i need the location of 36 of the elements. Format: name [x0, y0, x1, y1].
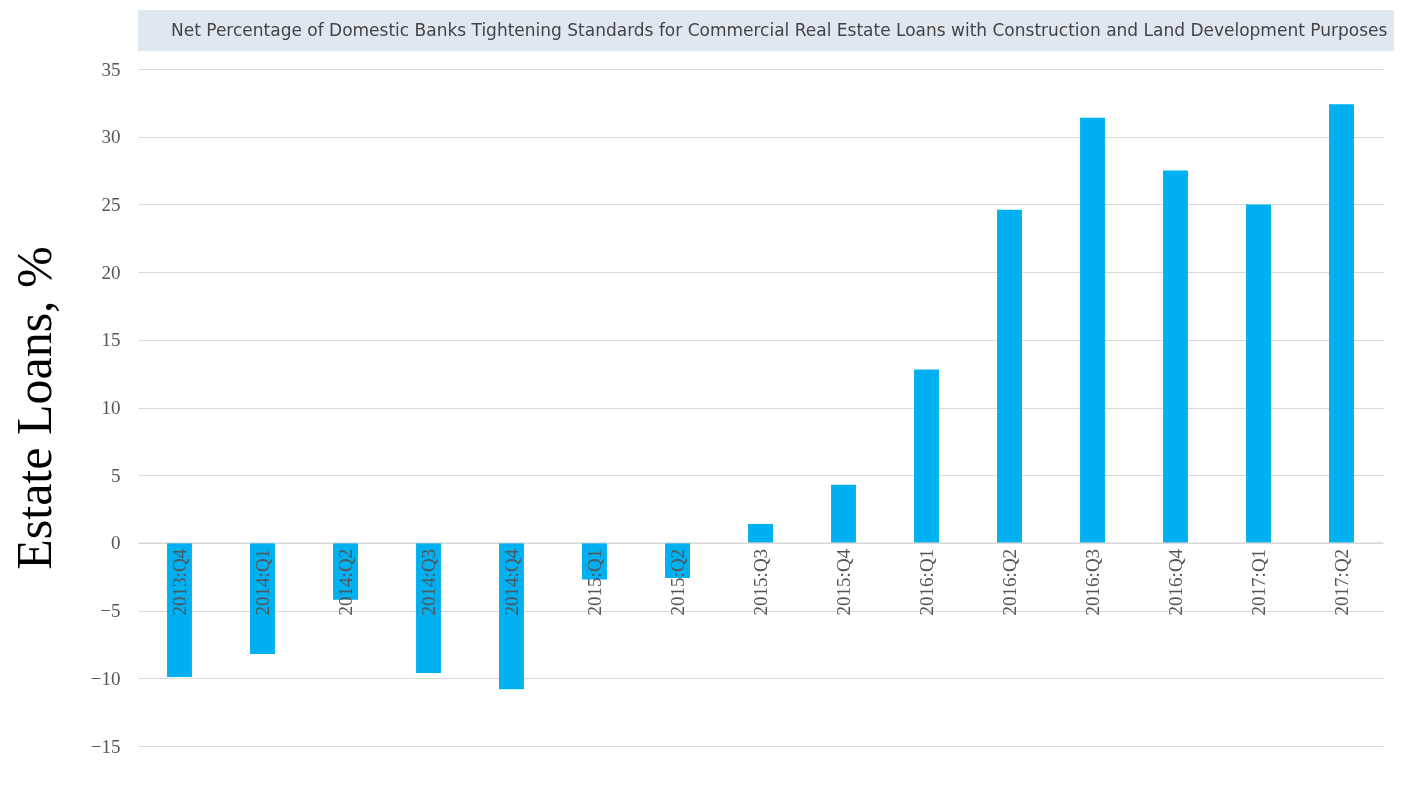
x-tick-label: 2014:Q2 [334, 548, 356, 616]
x-tick-label: 2015:Q2 [666, 548, 688, 616]
bar [1163, 170, 1188, 543]
x-tick-label: 2015:Q4 [832, 548, 854, 616]
y-tick-label: 25 [101, 193, 121, 215]
x-tick-label: 2016:Q3 [1081, 548, 1103, 616]
bar [1329, 104, 1354, 543]
bar [914, 369, 939, 543]
x-tick-label: 2017:Q1 [1247, 548, 1269, 616]
y-tick-label: 20 [101, 261, 121, 283]
y-tick-label: 10 [101, 397, 121, 418]
y-tick-label: 30 [101, 126, 121, 148]
x-tick-label: 2016:Q4 [1164, 548, 1186, 616]
x-tick-label: 2014:Q1 [251, 548, 273, 616]
y-tick-label: 0 [111, 532, 121, 554]
y-tick-label: 15 [101, 329, 121, 351]
bar [1246, 204, 1271, 543]
bar [997, 209, 1022, 543]
x-tick-label: 2016:Q2 [998, 548, 1020, 616]
y-tick-label: −5 [100, 600, 121, 622]
bar [748, 523, 773, 543]
x-tick-label: 2014:Q4 [500, 548, 522, 616]
x-tick-label: 2016:Q1 [915, 548, 937, 616]
x-tick-label: 2015:Q3 [749, 548, 771, 616]
y-tick-label: 35 [101, 58, 121, 80]
bar [1080, 117, 1105, 543]
y-axis-title: Estate Loans, % [5, 246, 62, 570]
y-tick-label: 5 [111, 464, 121, 486]
text: Net Percentage of Domestic Banks Tightening Standards for Commercial Real Estate Loans with Construction and Land Development Purposes [171, 19, 1388, 40]
y-tick-label: −10 [90, 667, 121, 689]
x-tick-label: 2017:Q2 [1330, 548, 1352, 616]
y-tick-label: −15 [90, 735, 121, 757]
x-tick-label: 2014:Q3 [417, 548, 439, 616]
x-tick-label: 2013:Q4 [168, 548, 190, 616]
x-tick-label: 2015:Q1 [583, 548, 605, 616]
bar [831, 484, 856, 543]
